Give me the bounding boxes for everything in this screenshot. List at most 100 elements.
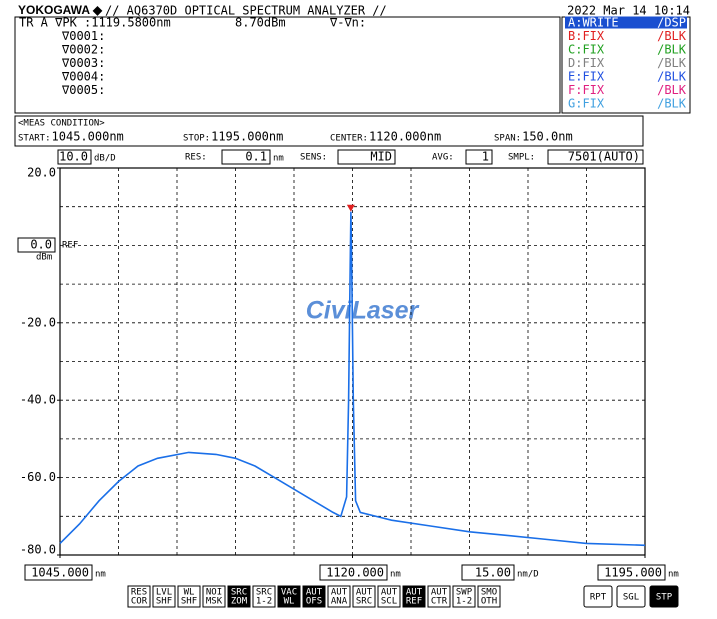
setting-value: 1 — [482, 150, 489, 164]
marker-trace: TR A ∇PK — [19, 16, 78, 30]
run-button-label: RPT — [590, 593, 607, 603]
meas-label: STOP: — [183, 134, 210, 144]
marker-point: ∇0004: — [61, 70, 105, 84]
marker-box — [14, 16, 561, 114]
ref-value: 0.0 — [30, 238, 52, 252]
meas-label: CENTER: — [330, 134, 368, 144]
y-tick-label: -60.0 — [20, 470, 56, 484]
button-label: SRC — [256, 588, 272, 598]
function-button — [227, 585, 251, 608]
marker-wavelength: :1119.5800nm — [84, 16, 171, 30]
ref-box — [17, 237, 56, 253]
x-scale-value: 15.00 — [475, 566, 511, 580]
trace-mode: /BLK — [657, 56, 687, 70]
x-tick-box — [24, 564, 93, 581]
trace-mode: /BLK — [657, 43, 687, 57]
x-scale-unit: nm/D — [517, 570, 539, 580]
x-tick-label: 1045.000 — [31, 566, 89, 580]
button-label: REF — [406, 597, 422, 607]
setting-box — [57, 149, 92, 165]
setting-value: 10.0 — [59, 150, 88, 164]
function-button — [252, 585, 276, 608]
button-label: ANA — [331, 597, 348, 607]
trace-name: B:FIX — [568, 29, 605, 43]
trace-mode: /DSP — [657, 16, 686, 30]
function-button — [352, 585, 376, 608]
function-button — [377, 585, 401, 608]
marker-point: ∇0002: — [61, 43, 105, 57]
y-tick-label: -40.0 — [20, 393, 56, 407]
button-label: SWP — [456, 588, 473, 598]
button-label: SHF — [156, 597, 172, 607]
setting-value: 7501(AUTO) — [568, 150, 640, 164]
ref-label: REF — [62, 241, 78, 251]
marker-point: ∇0003: — [61, 56, 105, 70]
meas-value: 1195.000nm — [211, 130, 283, 144]
trace-highlight — [565, 16, 687, 29]
button-label: SMO — [481, 588, 497, 598]
button-label: SRC — [231, 588, 247, 598]
marker-level: 8.70dBm — [235, 16, 286, 30]
setting-unit: nm — [273, 154, 284, 164]
button-label: AUT — [306, 588, 323, 598]
button-label: 1-2 — [256, 597, 272, 607]
marker-point: ∇0001: — [61, 29, 105, 43]
button-label: MSK — [206, 597, 223, 607]
spectrum-trace — [59, 211, 646, 547]
button-label: AUT — [381, 588, 398, 598]
run-button — [583, 585, 613, 608]
function-button — [202, 585, 226, 608]
function-button — [327, 585, 351, 608]
meas-value: 1120.000nm — [369, 130, 441, 144]
setting-box — [465, 149, 493, 165]
setting-box — [547, 149, 644, 165]
function-button — [302, 585, 326, 608]
y-tick-label: -80.0 — [20, 543, 56, 557]
button-label: SHF — [181, 597, 197, 607]
x-tick-box — [319, 564, 388, 581]
run-button — [649, 585, 679, 608]
trace-name: E:FIX — [568, 70, 605, 84]
setting-label: AVG: — [432, 153, 454, 163]
button-label: AUT — [431, 588, 448, 598]
trace-mode: /BLK — [657, 97, 687, 111]
setting-label: SMPL: — [508, 153, 535, 163]
setting-value: 0.1 — [245, 150, 267, 164]
run-button-label: STP — [656, 593, 673, 603]
function-button — [177, 585, 201, 608]
trace-mode: /BLK — [657, 83, 687, 97]
trace-name: F:FIX — [568, 83, 605, 97]
button-label: COR — [131, 597, 148, 607]
button-label: SCL — [381, 597, 397, 607]
function-button — [127, 585, 151, 608]
setting-box — [337, 149, 396, 165]
ref-unit: dBm — [36, 253, 52, 263]
trace-name: A:WRITE — [568, 16, 619, 30]
button-label: 1-2 — [456, 597, 472, 607]
run-button-label: SGL — [623, 593, 639, 603]
x-unit: nm — [668, 570, 679, 580]
function-button — [152, 585, 176, 608]
function-button — [452, 585, 476, 608]
button-label: RES — [131, 588, 147, 598]
button-label: OTH — [481, 597, 497, 607]
x-tick-label: 1195.000 — [604, 566, 662, 580]
function-button — [277, 585, 301, 608]
button-label: AUT — [331, 588, 348, 598]
peak-marker — [346, 204, 355, 212]
trace-name: D:FIX — [568, 56, 605, 70]
button-label: OFS — [306, 597, 322, 607]
function-button — [477, 585, 501, 608]
meas-label: START: — [18, 134, 51, 144]
setting-box — [221, 149, 271, 165]
button-label: ZOM — [231, 597, 248, 607]
y-tick-label: -20.0 — [20, 315, 56, 329]
x-unit: nm — [95, 570, 106, 580]
watermark: CiviLaser — [306, 297, 420, 325]
button-label: CTR — [431, 597, 448, 607]
function-button — [402, 585, 426, 608]
instrument-title: // AQ6370D OPTICAL SPECTRUM ANALYZER // — [105, 4, 387, 18]
meas-box — [14, 115, 644, 147]
